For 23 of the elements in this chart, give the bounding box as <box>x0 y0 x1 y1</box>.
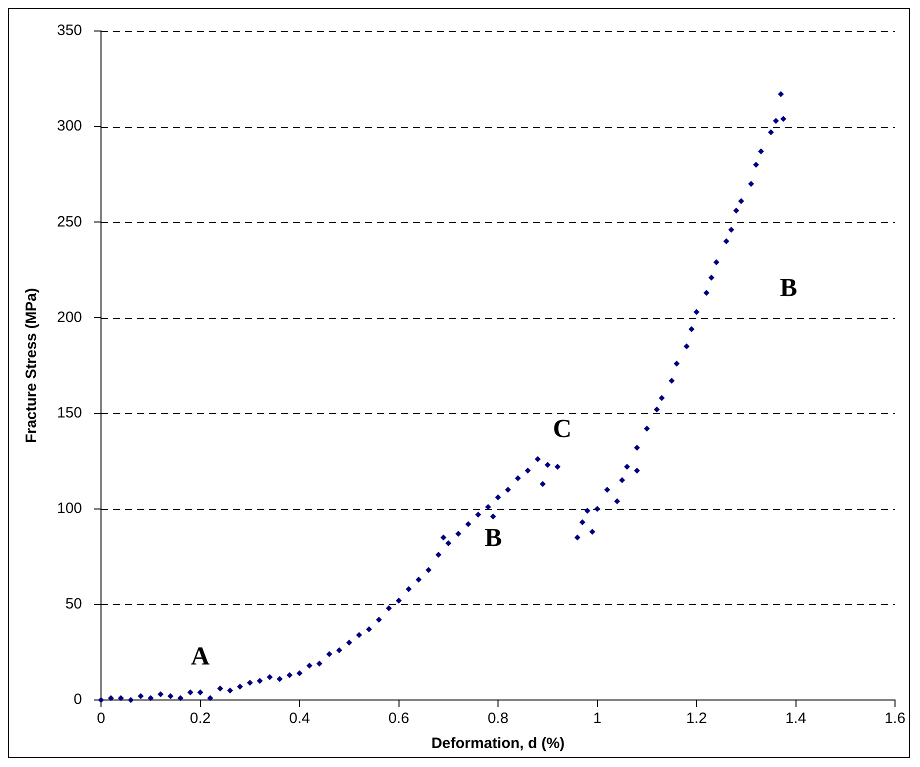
x-tick-label: 1 <box>593 710 602 728</box>
x-axis-title: Deformation, d (%) <box>431 735 565 752</box>
x-tick-label: 1.6 <box>884 710 906 728</box>
x-tick-label: 1.2 <box>686 710 707 728</box>
y-tick-label: 350 <box>56 22 82 40</box>
annotation: B <box>484 523 502 552</box>
x-tick-label: 1.4 <box>785 710 806 728</box>
x-tick-label: 0.8 <box>488 710 508 728</box>
x-tick-label: 0.2 <box>190 710 211 728</box>
y-tick-label: 0 <box>74 691 82 708</box>
y-tick-label: 150 <box>56 404 82 422</box>
y-tick-label: 300 <box>56 118 82 135</box>
x-tick-label: 0 <box>96 710 106 728</box>
annotation: B <box>780 272 798 302</box>
y-tick-label: 250 <box>56 213 82 230</box>
y-tick-label: 50 <box>65 596 82 613</box>
annotation: C <box>552 414 572 444</box>
y-tick-label: 100 <box>56 500 82 517</box>
annotation: A <box>190 642 210 671</box>
y-axis-title: Fracture Stress (MPa) <box>23 288 40 444</box>
x-tick-label: 0.4 <box>289 710 310 728</box>
x-tick-label: 0.6 <box>388 710 410 728</box>
y-tick-label: 200 <box>56 308 82 326</box>
